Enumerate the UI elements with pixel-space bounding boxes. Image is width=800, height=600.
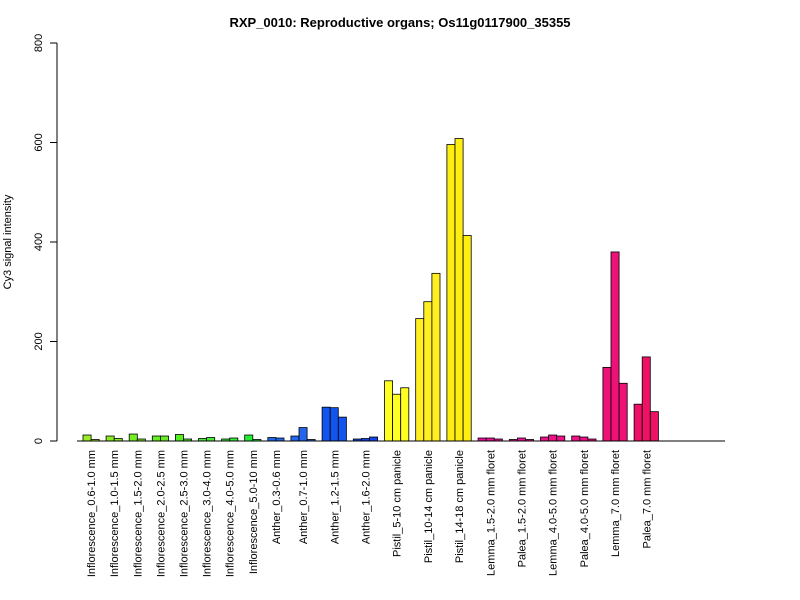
bar [633, 403, 643, 442]
y-tick-label: 400 [33, 233, 45, 251]
category-label: Anther_1.6-2.0 mm [360, 450, 372, 544]
category-label: Pistil_5-10 cm panicle [392, 450, 404, 557]
y-tick-label: 200 [33, 332, 45, 350]
category-label: Inflorescence_1.0-1.5 mm [109, 450, 121, 577]
category-label: Inflorescence_2.5-3.0 mm [179, 450, 191, 577]
bar [540, 436, 550, 442]
bar [159, 435, 169, 442]
y-axis-label: Cy3 signal intensity [2, 194, 14, 289]
category-label: Lemma_7.0 mm floret [610, 450, 622, 557]
bar [641, 356, 651, 442]
bar [290, 435, 300, 442]
bars [82, 138, 659, 442]
bar [462, 235, 472, 442]
bar [369, 436, 379, 442]
chart-title: RXP_0010: Reproductive organs; Os11g0117… [229, 15, 570, 30]
bar [321, 406, 331, 442]
bar [454, 138, 464, 442]
y-tick-label: 600 [33, 133, 45, 151]
y-axis: 0 200 400 600 800 [33, 34, 58, 444]
category-label: Inflorescence_1.5-2.0 mm [132, 450, 144, 577]
bar [423, 301, 433, 442]
bar [329, 407, 339, 442]
bar [244, 434, 254, 442]
bar [556, 435, 566, 442]
bar [400, 387, 410, 442]
category-label: Palea_1.5-2.0 mm floret [516, 450, 528, 567]
bar [206, 437, 216, 442]
bar [392, 393, 402, 442]
bar [649, 411, 659, 442]
bar [151, 435, 161, 442]
bar [105, 435, 115, 442]
category-label: Pistil_14-18 cm panicle [454, 450, 466, 563]
category-labels: Inflorescence_0.6-1.0 mm Inflorescence_1.… [86, 450, 653, 577]
bar [415, 318, 425, 442]
y-tick-label: 800 [33, 34, 45, 52]
bar [548, 434, 558, 442]
category-label: Inflorescence_5.0-10 mm [248, 450, 260, 574]
category-label: Inflorescence_2.0-2.5 mm [155, 450, 167, 577]
category-label: Anther_0.3-0.6 mm [271, 450, 283, 544]
category-label: Palea_7.0 mm floret [641, 450, 653, 548]
y-tick-label: 0 [33, 438, 45, 444]
bar [337, 416, 347, 442]
bar [298, 427, 308, 442]
category-label: Anther_1.2-1.5 mm [329, 450, 341, 544]
category-label: Inflorescence_4.0-5.0 mm [225, 450, 237, 577]
bar [446, 144, 456, 442]
bar [618, 382, 628, 442]
bar [571, 435, 581, 442]
bar [610, 251, 620, 442]
bar [384, 380, 394, 442]
category-label: Anther_0.7-1.0 mm [298, 450, 310, 544]
category-label: Pistil_10-14 cm panicle [423, 450, 435, 563]
bar [579, 436, 589, 442]
category-label: Inflorescence_0.6-1.0 mm [86, 450, 98, 577]
bar [267, 437, 277, 442]
category-label: Lemma_4.0-5.0 mm floret [548, 450, 560, 576]
category-label: Lemma_1.5-2.0 mm floret [485, 450, 497, 576]
bar [128, 433, 138, 442]
bar [174, 434, 184, 442]
category-label: Palea_4.0-5.0 mm floret [579, 450, 591, 567]
bar [82, 434, 92, 442]
bar [431, 272, 441, 442]
category-label: Inflorescence_3.0-4.0 mm [202, 450, 214, 577]
bar [602, 366, 612, 442]
